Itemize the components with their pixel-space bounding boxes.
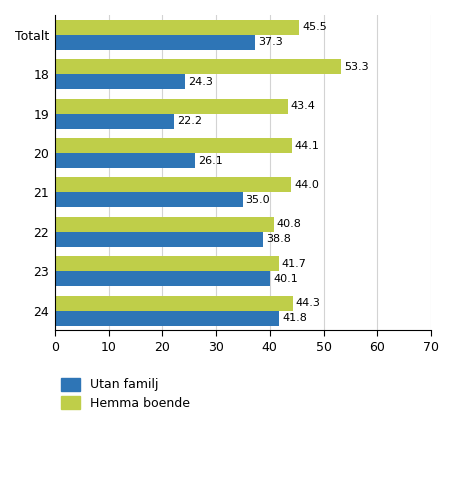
Bar [55,35,255,50]
Bar [55,217,274,232]
Text: 44.1: 44.1 [295,141,319,151]
Bar [55,138,292,153]
Bar [55,232,263,247]
Bar [55,296,293,311]
Text: 35.0: 35.0 [246,195,270,205]
Text: 53.3: 53.3 [344,61,369,72]
Text: 45.5: 45.5 [302,22,327,32]
Text: 40.8: 40.8 [277,219,301,229]
Text: 37.3: 37.3 [258,37,283,47]
Text: 38.8: 38.8 [266,234,291,244]
Bar [55,178,291,192]
Legend: Utan familj, Hemma boende: Utan familj, Hemma boende [61,378,190,410]
Bar [55,20,299,35]
Text: 26.1: 26.1 [198,156,222,166]
Bar [55,311,280,326]
Bar [55,256,279,271]
Text: 24.3: 24.3 [188,77,213,86]
Bar [55,59,341,74]
Bar [55,153,195,168]
Text: 44.3: 44.3 [296,298,321,308]
Bar [55,192,243,207]
Bar [55,98,288,114]
Text: 43.4: 43.4 [291,101,316,111]
Bar [55,74,185,89]
Bar [55,271,270,286]
Bar [55,114,174,129]
Text: 41.7: 41.7 [281,259,306,269]
Text: 40.1: 40.1 [273,274,298,284]
Text: 41.8: 41.8 [282,313,307,323]
Text: 44.0: 44.0 [294,180,319,190]
Text: 22.2: 22.2 [177,116,202,126]
